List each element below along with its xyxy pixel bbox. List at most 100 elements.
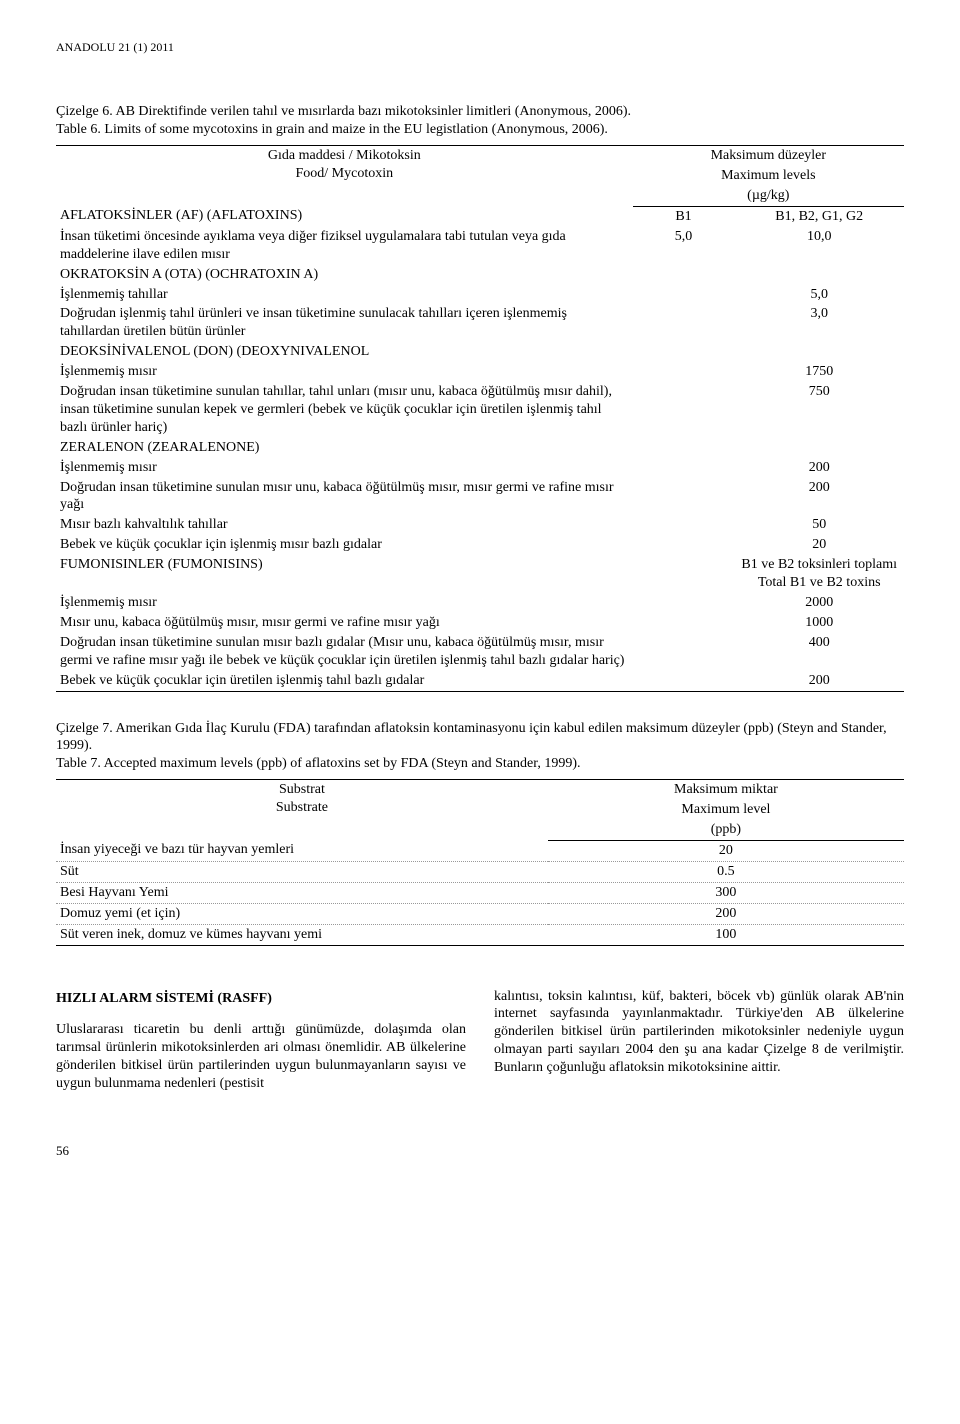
- journal-header: ANADOLU 21 (1) 2011: [56, 40, 904, 55]
- row-label: Doğrudan insan tüketimine sunulan mısır …: [56, 478, 633, 516]
- row-label: İnsan tüketimi öncesinde ayıklama veya d…: [56, 227, 633, 265]
- row-label: İşlenmemiş mısır: [56, 593, 633, 613]
- row-label: İşlenmemiş mısır: [56, 458, 633, 478]
- row-label: Mısır bazlı kahvaltılık tahıllar: [56, 515, 633, 535]
- table-row: Doğrudan işlenmiş tahıl ürünleri ve insa…: [56, 304, 904, 342]
- row-val-b: 10,0: [734, 227, 904, 265]
- table-row: Bebek ve küçük çocuklar için üretilen iş…: [56, 671, 904, 691]
- body-left-para: Uluslararası ticaretin bu denli arttığı …: [56, 1021, 466, 1093]
- row-val-b: 200: [734, 458, 904, 478]
- t6-hdr-right-unit: (µg/kg): [633, 186, 904, 206]
- row-val-a: [633, 342, 735, 362]
- row-val-a: [633, 458, 735, 478]
- row-val: 200: [548, 903, 904, 924]
- row-val-a: [633, 671, 735, 691]
- row-label: ZERALENON (ZEARALENONE): [56, 438, 633, 458]
- table7-caption-tr: Çizelge 7. Amerikan Gıda İlaç Kurulu (FD…: [56, 720, 904, 756]
- row-val: 100: [548, 924, 904, 945]
- row-label: Süt veren inek, domuz ve kümes hayvanı y…: [56, 924, 548, 945]
- table-row: Mısır unu, kabaca öğütülmüş mısır, mısır…: [56, 613, 904, 633]
- row-label: Doğrudan insan tüketimine sunulan tahıll…: [56, 382, 633, 438]
- row-label: İnsan yiyeceği ve bazı tür hayvan yemler…: [56, 840, 548, 861]
- t6-hdr-right-en: Maximum levels: [633, 166, 904, 186]
- table6-caption-en: Table 6. Limits of some mycotoxins in gr…: [56, 121, 904, 139]
- t6-hdr-left-en: Food/ Mycotoxin: [296, 166, 394, 181]
- row-val: 300: [548, 882, 904, 903]
- table-row: Besi Hayvanı Yemi300: [56, 882, 904, 903]
- row-val-b: 3,0: [734, 304, 904, 342]
- body-columns: HIZLI ALARM SİSTEMİ (RASFF) Uluslararası…: [56, 974, 904, 1108]
- row-label: OKRATOKSİN A (OTA) (OCHRATOXIN A): [56, 265, 633, 285]
- row-val-a: [633, 535, 735, 555]
- row-label: Doğrudan insan tüketimine sunulan mısır …: [56, 633, 633, 671]
- row-val: 0.5: [548, 861, 904, 882]
- t6-hdr-right-tr: Maksimum düzeyler: [633, 146, 904, 166]
- table-row: İşlenmemiş tahıllar 5,0: [56, 285, 904, 305]
- row-val-a: [633, 593, 735, 613]
- table-row: Süt0.5: [56, 861, 904, 882]
- row-val-a: [633, 265, 735, 285]
- table-row: AFLATOKSİNLER (AF) (AFLATOXINS)B1B1, B2,…: [56, 206, 904, 226]
- row-label: Besi Hayvanı Yemi: [56, 882, 548, 903]
- row-val: 20: [548, 840, 904, 861]
- table-row: Doğrudan insan tüketimine sunulan tahıll…: [56, 382, 904, 438]
- row-label: Domuz yemi (et için): [56, 903, 548, 924]
- t7-hdr-right-unit: (ppb): [548, 820, 904, 840]
- page-number: 56: [56, 1143, 904, 1160]
- row-val-a: [633, 304, 735, 342]
- row-val-b: 2000: [734, 593, 904, 613]
- row-val-a: 5,0: [633, 227, 735, 265]
- body-col-right: kalıntısı, toksin kalıntısı, küf, bakter…: [494, 974, 904, 1108]
- row-label: Bebek ve küçük çocuklar için işlenmiş mı…: [56, 535, 633, 555]
- table-row: İşlenmemiş mısır 2000: [56, 593, 904, 613]
- table7: Substrat Substrate Maksimum miktar Maxim…: [56, 779, 904, 945]
- row-val-b: 400: [734, 633, 904, 671]
- t6-hdr-left-tr: Gıda maddesi / Mikotoksin: [268, 148, 421, 163]
- row-val-a: B1: [633, 206, 735, 226]
- table-row: Süt veren inek, domuz ve kümes hayvanı y…: [56, 924, 904, 945]
- row-label: Süt: [56, 861, 548, 882]
- table-row: İşlenmemiş mısır1750: [56, 362, 904, 382]
- table7-caption-en: Table 7. Accepted maximum levels (ppb) o…: [56, 755, 904, 773]
- row-val-a: [633, 633, 735, 671]
- row-label: FUMONISINLER (FUMONISINS): [56, 555, 633, 593]
- table-row: Bebek ve küçük çocuklar için işlenmiş mı…: [56, 535, 904, 555]
- row-val-b: 200: [734, 478, 904, 516]
- row-label: İşlenmemiş tahıllar: [56, 285, 633, 305]
- table-row: FUMONISINLER (FUMONISINS) B1 ve B2 toksin…: [56, 555, 904, 593]
- table-row: Domuz yemi (et için)200: [56, 903, 904, 924]
- row-val-b: [734, 438, 904, 458]
- row-val-b: [734, 265, 904, 285]
- row-label: AFLATOKSİNLER (AF) (AFLATOXINS): [56, 206, 633, 226]
- table-row: ZERALENON (ZEARALENONE): [56, 438, 904, 458]
- t7-hdr-left-tr: Substrat: [279, 782, 325, 797]
- row-val-a: [633, 382, 735, 438]
- t7-hdr-left-en: Substrate: [276, 800, 328, 815]
- table-row: İnsan tüketimi öncesinde ayıklama veya d…: [56, 227, 904, 265]
- row-val-b: 1750: [734, 362, 904, 382]
- row-val-a: [633, 362, 735, 382]
- row-val-b: 1000: [734, 613, 904, 633]
- table-row: Doğrudan insan tüketimine sunulan mısır …: [56, 478, 904, 516]
- row-val-a: [633, 555, 735, 593]
- table-row: Mısır bazlı kahvaltılık tahıllar50: [56, 515, 904, 535]
- row-val-b: 5,0: [734, 285, 904, 305]
- table-row: Doğrudan insan tüketimine sunulan mısır …: [56, 633, 904, 671]
- row-label: DEOKSİNİVALENOL (DON) (DEOXYNIVALENOL: [56, 342, 633, 362]
- t7-hdr-right-en: Maximum level: [548, 800, 904, 820]
- row-val-a: [633, 478, 735, 516]
- body-right-para: kalıntısı, toksin kalıntısı, küf, bakter…: [494, 988, 904, 1078]
- row-val-b: B1 ve B2 toksinleri toplamıTotal B1 ve B…: [734, 555, 904, 593]
- body-col-left: HIZLI ALARM SİSTEMİ (RASFF) Uluslararası…: [56, 974, 466, 1108]
- row-val-b: 750: [734, 382, 904, 438]
- row-val-b: [734, 342, 904, 362]
- table-row: DEOKSİNİVALENOL (DON) (DEOXYNIVALENOL: [56, 342, 904, 362]
- row-val-b: 200: [734, 671, 904, 691]
- row-val-a: [633, 515, 735, 535]
- table-row: OKRATOKSİN A (OTA) (OCHRATOXIN A): [56, 265, 904, 285]
- row-label: Mısır unu, kabaca öğütülmüş mısır, mısır…: [56, 613, 633, 633]
- table6-caption: Çizelge 6. AB Direktifinde verilen tahıl…: [56, 103, 904, 139]
- table6-caption-tr: Çizelge 6. AB Direktifinde verilen tahıl…: [56, 103, 904, 121]
- section-title: HIZLI ALARM SİSTEMİ (RASFF): [56, 990, 466, 1008]
- row-val-a: [633, 613, 735, 633]
